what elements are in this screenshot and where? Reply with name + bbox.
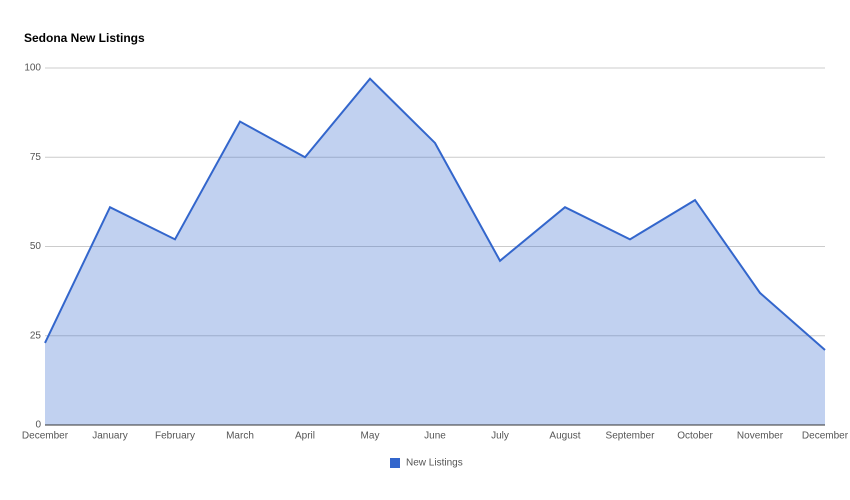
x-tick-label: March bbox=[226, 431, 254, 442]
chart-title: Sedona New Listings bbox=[24, 31, 145, 45]
x-tick-label: April bbox=[295, 431, 315, 442]
x-tick-label: October bbox=[677, 431, 713, 442]
line bbox=[44, 77, 826, 351]
x-tick-label: December bbox=[802, 431, 849, 442]
x-tick-label: November bbox=[737, 431, 784, 442]
legend-label: New Listings bbox=[406, 458, 463, 469]
y-tick-label: 50 bbox=[30, 241, 42, 252]
y-tick-label: 75 bbox=[30, 152, 42, 163]
x-tick-label: September bbox=[606, 431, 656, 442]
x-tick-label: December bbox=[22, 431, 69, 442]
x-tick-label: August bbox=[549, 431, 580, 442]
y-tick-label: 25 bbox=[30, 330, 42, 341]
legend-swatch bbox=[390, 458, 400, 468]
y-tick-label: 0 bbox=[35, 420, 41, 431]
x-tick-label: May bbox=[361, 431, 380, 442]
x-tick-label: February bbox=[155, 431, 195, 442]
x-tick-label: July bbox=[491, 431, 509, 442]
area bbox=[45, 78, 825, 426]
y-tick-label: 100 bbox=[24, 63, 41, 74]
x-tick-label: June bbox=[424, 431, 446, 442]
x-tick-label: January bbox=[92, 431, 128, 442]
